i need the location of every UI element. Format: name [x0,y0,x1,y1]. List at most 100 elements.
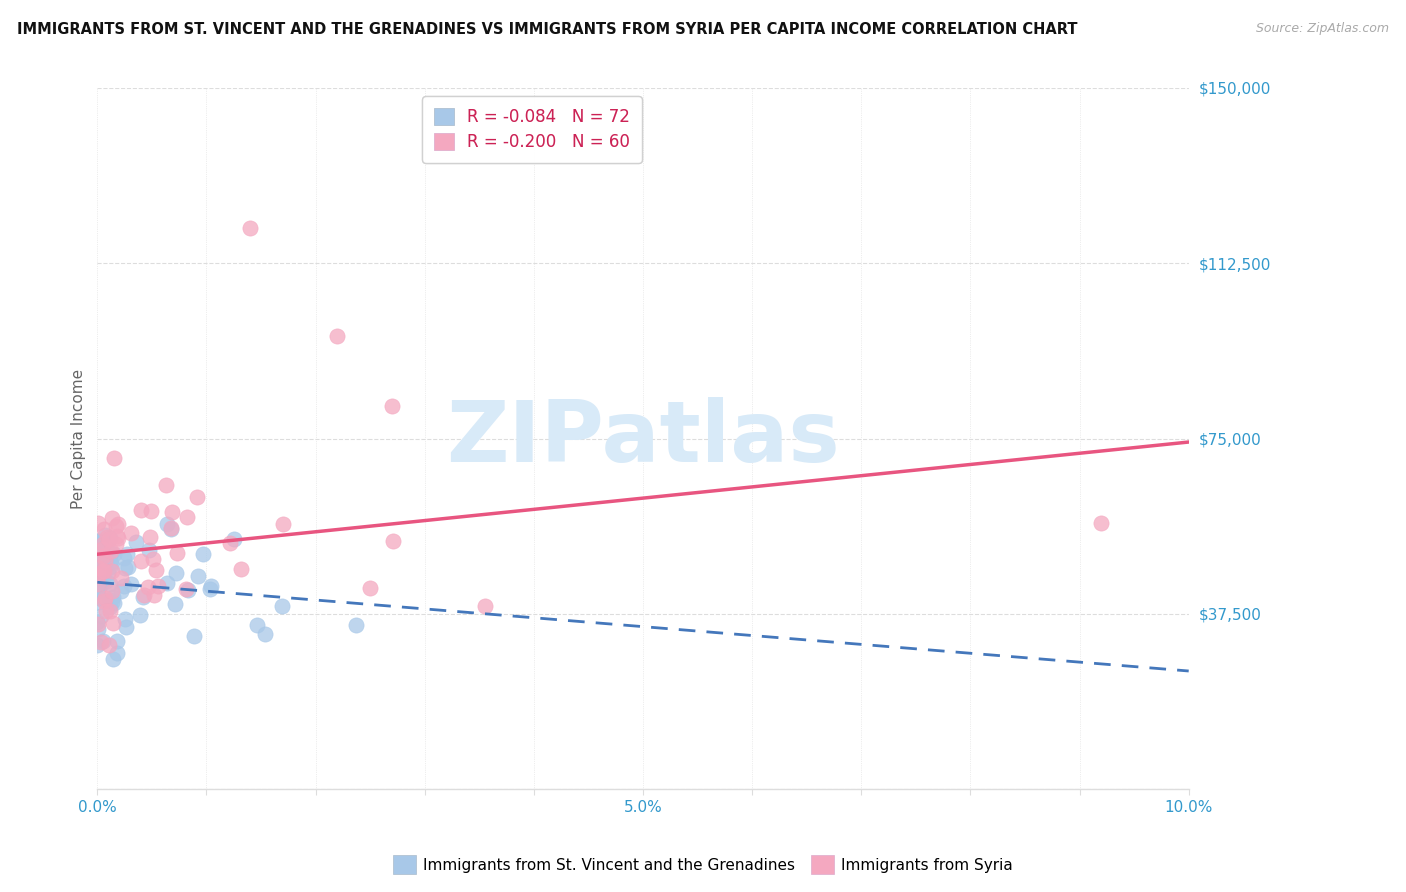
Point [125,534,148,549]
Point [246,618,269,632]
Point [110,583,132,598]
Point [104,536,127,550]
Point [110,571,132,585]
Point [86,575,108,590]
Point [344,617,367,632]
Point [94,591,117,605]
Point [98,592,121,607]
Point [381,399,404,413]
Point [93,593,115,607]
Point [155,478,177,492]
Point [93,528,115,542]
Point [87,561,110,575]
Point [105,519,128,533]
Point [87,582,110,596]
Point [198,582,221,596]
Point [107,531,129,545]
Point [326,328,349,343]
Point [100,511,122,525]
Point [103,615,125,630]
Point [91,541,114,556]
Point [98,560,121,574]
Point [98,555,121,569]
Point [96,530,118,544]
Point [115,548,138,562]
Point [96,593,118,607]
Point [91,549,114,564]
Point [114,561,136,575]
Point [98,603,121,617]
Point [91,634,114,648]
Point [174,582,197,597]
Point [93,553,115,567]
Point [89,591,111,606]
Point [87,562,110,576]
Point [146,579,169,593]
Legend: Immigrants from St. Vincent and the Grenadines, Immigrants from Syria: Immigrants from St. Vincent and the Gren… [387,849,1019,880]
Point [91,564,114,578]
Point [87,577,110,591]
Point [176,509,198,524]
Point [86,534,108,549]
Point [138,543,160,558]
Point [200,579,222,593]
Point [105,529,128,543]
Point [187,568,209,582]
Point [381,533,404,548]
Point [166,546,188,560]
Point [87,582,110,597]
Point [183,629,205,643]
Point [91,564,114,578]
Point [219,536,242,550]
Point [86,581,108,595]
Y-axis label: Per Capita Income: Per Capita Income [72,368,86,508]
Point [114,612,136,626]
Point [177,582,200,597]
Point [93,523,115,537]
Point [156,576,179,591]
Point [101,564,124,578]
Point [165,566,187,580]
Point [271,599,294,614]
Point [115,620,138,634]
Point [160,520,183,534]
Point [86,615,108,629]
Point [86,552,108,566]
Point [121,525,143,540]
Point [105,634,128,648]
Point [160,522,183,536]
Point [90,608,112,623]
Point [139,504,162,518]
Point [100,557,122,571]
Point [129,607,152,622]
Point [271,516,294,531]
Point [101,591,124,605]
Point [103,595,125,609]
Point [229,562,252,576]
Point [139,530,162,544]
Point [359,581,381,595]
Point [129,554,152,568]
Text: ZIPatlas: ZIPatlas [446,397,839,480]
Point [90,634,112,648]
Point [474,599,496,613]
Point [91,556,114,570]
Point [98,599,121,614]
Point [112,551,135,566]
Point [97,533,120,547]
Point [132,589,155,603]
Legend: R = -0.084   N = 72, R = -0.200   N = 60: R = -0.084 N = 72, R = -0.200 N = 60 [422,96,641,162]
Point [103,547,125,561]
Point [91,549,114,564]
Point [132,591,155,605]
Point [1090,516,1112,530]
Point [100,544,122,558]
Point [93,564,115,578]
Point [86,638,108,652]
Point [114,579,136,593]
Point [117,560,139,574]
Point [96,604,118,618]
Point [98,576,121,591]
Point [87,516,110,530]
Point [142,551,165,566]
